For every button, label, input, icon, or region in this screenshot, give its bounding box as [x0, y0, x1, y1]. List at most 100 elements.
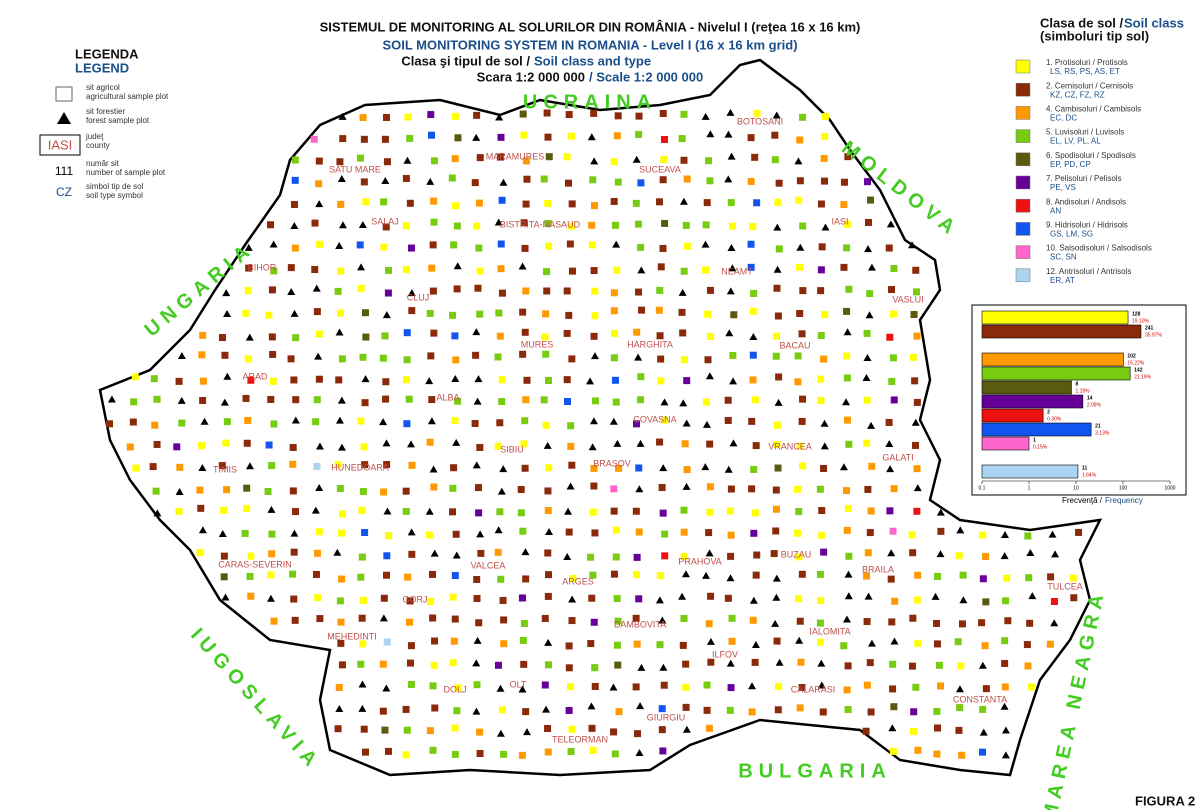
forest-site: [635, 485, 644, 493]
agri-site: [362, 198, 370, 206]
bar: [981, 422, 1092, 437]
forest-site: [794, 157, 803, 165]
agri-site: [816, 570, 824, 578]
agri-site: [774, 464, 782, 472]
soil-class-name: 12. Antrisoluri / Antrisols: [1046, 267, 1131, 276]
x-tick-label: 10: [1073, 485, 1079, 491]
agri-site: [705, 724, 713, 732]
agri-site: [909, 549, 917, 557]
soil-class-name: 8. Andisoluri / Andisols: [1046, 197, 1126, 206]
agri-site: [542, 421, 550, 429]
agri-site: [476, 154, 484, 162]
agri-site: [955, 552, 963, 560]
forest-site: [267, 505, 276, 513]
agri-site: [357, 660, 365, 668]
agri-site: [563, 153, 571, 161]
forest-site: [223, 372, 232, 380]
agri-site: [380, 594, 388, 602]
agri-site: [287, 264, 295, 272]
agri-site: [521, 244, 529, 252]
agri-site: [336, 158, 344, 166]
agri-site: [727, 199, 735, 207]
agri-site: [817, 332, 825, 340]
agri-site: [655, 306, 663, 314]
agri-site: [612, 398, 620, 406]
agri-site: [706, 483, 714, 491]
forest-site: [382, 684, 391, 692]
forest-site: [590, 157, 599, 165]
agri-site: [749, 351, 757, 359]
forest-site: [473, 636, 482, 644]
bar: [981, 394, 1084, 409]
forest-site: [820, 442, 829, 450]
agri-site: [384, 747, 392, 755]
agri-site: [451, 112, 459, 120]
agri-site: [796, 136, 804, 144]
agri-site: [913, 596, 921, 604]
agri-site: [150, 375, 158, 383]
agri-site: [567, 442, 575, 450]
agri-site: [545, 153, 553, 161]
agri-site: [1047, 573, 1055, 581]
agri-site: [682, 703, 690, 711]
forest-site: [612, 240, 621, 248]
agri-site: [1075, 528, 1083, 536]
x-tick-label: 100: [1119, 485, 1128, 491]
agri-site: [475, 619, 483, 627]
agri-site: [658, 726, 666, 734]
county-label: HARGHITA: [627, 339, 673, 349]
forest-site: [244, 243, 253, 251]
agri-site: [954, 638, 962, 646]
forest-site: [867, 263, 876, 271]
agri-site: [844, 153, 852, 161]
forest-site: [724, 175, 733, 183]
scale-ro: Scara 1:2 000 000: [477, 69, 585, 84]
legend-item-ro: sit agricol: [86, 83, 120, 92]
agri-site: [497, 240, 505, 248]
forest-site: [609, 683, 618, 691]
agri-site: [178, 419, 186, 427]
scale-en: / Scale 1:2 000 000: [589, 69, 703, 84]
class-title-ro: Clasa şi tipul de sol /: [401, 53, 530, 68]
agri-site: [795, 595, 803, 603]
forest-site: [200, 417, 209, 425]
forest-site: [979, 728, 988, 736]
agri-site: [821, 311, 829, 319]
forest-site: [338, 112, 347, 120]
soil-class-name: 2. Cernisoluri / Cernisols: [1046, 81, 1133, 90]
agri-site: [149, 463, 157, 471]
agri-site: [449, 508, 457, 516]
forest-site: [955, 685, 964, 693]
county-label: SIBIU: [500, 444, 524, 454]
forest-site: [472, 659, 481, 667]
agri-site: [247, 376, 255, 384]
agri-site: [1069, 574, 1077, 582]
agri-site: [241, 529, 249, 537]
forest-site: [820, 419, 829, 427]
agri-site: [519, 308, 527, 316]
county-label: ALBA: [436, 392, 459, 402]
title: SISTEMUL DE MONITORING AL SOLURILOR DIN …: [320, 19, 861, 34]
forest-site: [337, 175, 346, 183]
forest-site: [472, 461, 481, 469]
agri-site: [407, 680, 415, 688]
county-label: MURES: [521, 339, 554, 349]
agri-site: [610, 289, 618, 297]
agri-site: [912, 266, 920, 274]
agri-site: [795, 553, 803, 561]
agri-site: [749, 616, 757, 624]
agri-site: [728, 222, 736, 230]
agri-site: [292, 508, 300, 516]
agri-site: [747, 240, 755, 248]
agri-site: [889, 354, 897, 362]
agri-site: [729, 351, 737, 359]
agri-site: [751, 153, 759, 161]
agri-site: [427, 111, 435, 119]
forest-site: [844, 570, 853, 578]
soil-swatch: [1015, 106, 1031, 120]
forest-site: [729, 439, 738, 447]
agri-site: [475, 199, 483, 207]
agri-site: [845, 285, 853, 293]
agri-site: [406, 134, 414, 142]
agri-site: [660, 156, 668, 164]
